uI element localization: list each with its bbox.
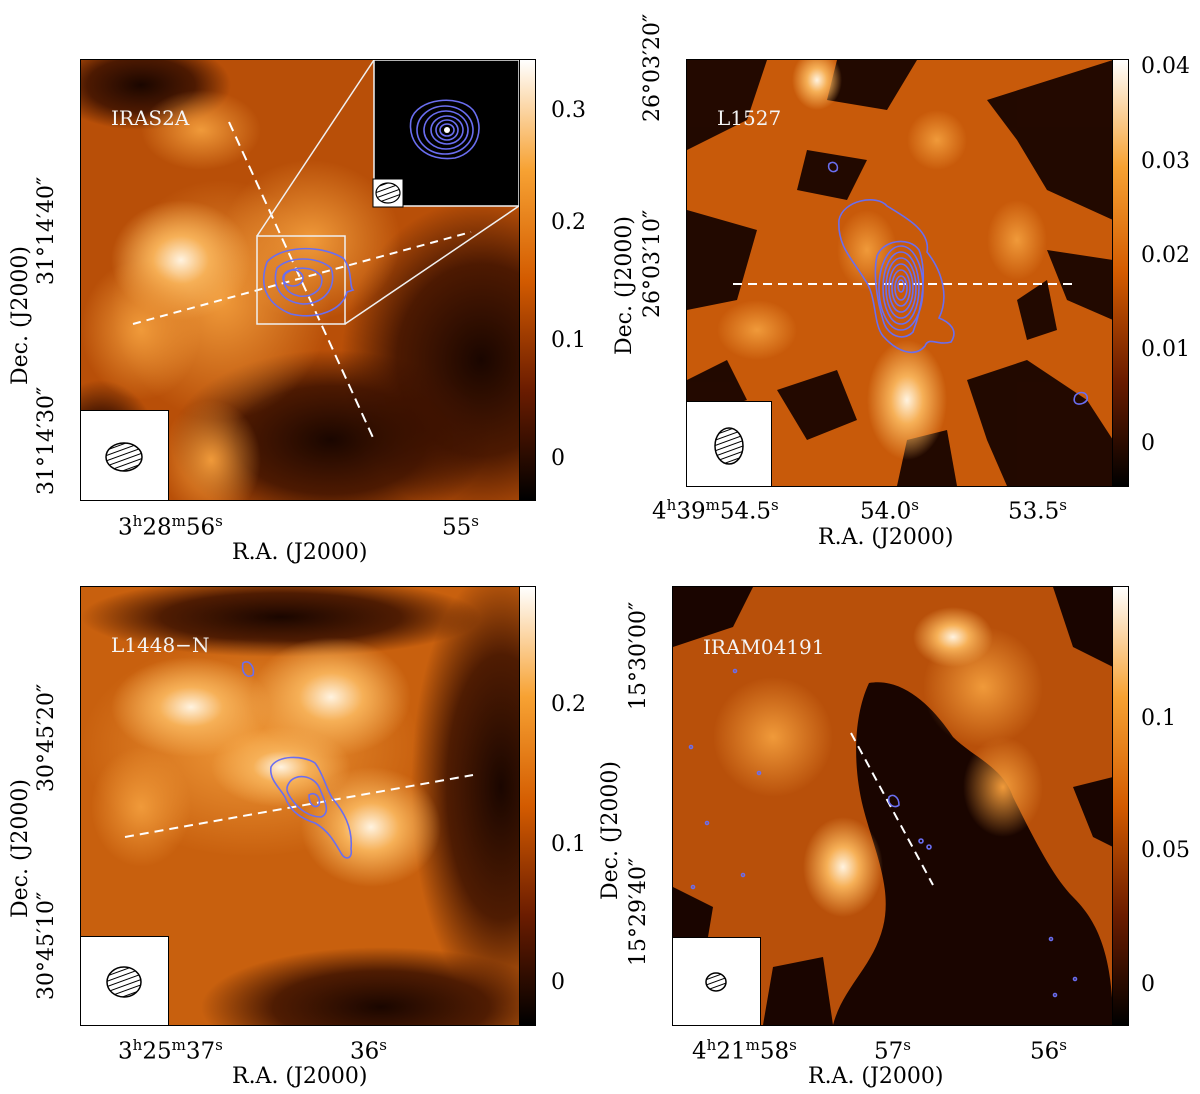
y-axis-label: Dec. (J2000) [598, 761, 623, 900]
x-axis-label: R.A. (J2000) [818, 525, 954, 550]
colorbar-tick: 0.3 [551, 98, 586, 123]
beam-icon [106, 966, 142, 998]
colorbar-tick: 0 [1141, 972, 1155, 997]
colorbar-tick: 0.02 [1141, 243, 1190, 268]
secondary-axis-line [132, 231, 472, 325]
colorbar [1112, 59, 1129, 487]
x-axis-label: R.A. (J2000) [808, 1064, 944, 1089]
map-image: IRAM04191 [672, 586, 1114, 1026]
map-image: IRAS2A [80, 59, 536, 501]
ra-tick-label: 57s [874, 1036, 911, 1065]
zoom-box [256, 235, 346, 325]
intensity-map [81, 587, 535, 1025]
ra-tick-label: 4h39m54.5s [652, 496, 779, 525]
ra-tick-label: 36s [350, 1036, 387, 1065]
colorbar-tick: 0.1 [1141, 706, 1176, 731]
y-axis-label: Dec. (J2000) [8, 779, 33, 918]
colorbar-tick: 0.05 [1141, 838, 1190, 863]
ra-tick-label: 3h25m37s [118, 1036, 223, 1065]
ra-tick-label: 56s [1030, 1036, 1067, 1065]
source-label: IRAS2A [111, 106, 190, 130]
outflow-axis-line [228, 121, 376, 443]
ra-tick-label: 3h28m56s [118, 512, 223, 541]
contours [827, 161, 1089, 405]
x-axis-label: R.A. (J2000) [232, 1064, 368, 1089]
ra-tick-label: 54.0s [860, 496, 919, 525]
y-axis-label: Dec. (J2000) [8, 246, 33, 385]
colorbar-tick: 0.1 [551, 328, 586, 353]
source-label: L1448−N [111, 633, 210, 657]
beam-icon [705, 972, 727, 992]
ra-tick-label: 55s [442, 512, 479, 541]
colorbar-tick: 0 [1141, 431, 1155, 456]
intensity-map [673, 587, 1113, 1025]
dec-tick-label: 31°14′40″ [34, 176, 59, 285]
contours [688, 668, 1078, 998]
beam-box [81, 936, 169, 1025]
colorbar-tick: 0 [551, 446, 565, 471]
y-axis-label: Dec. (J2000) [612, 216, 637, 355]
map-image: L1527 [686, 59, 1114, 487]
beam-box [81, 410, 169, 500]
colorbar [519, 586, 536, 1026]
dec-tick-label: 30°45′10″ [34, 891, 59, 1000]
beam-box [687, 401, 772, 486]
contours [262, 247, 355, 317]
colorbar-tick: 0 [551, 970, 565, 995]
inset-beam-icon [375, 182, 401, 204]
intensity-map [687, 60, 1113, 486]
colorbar-tick: 0.2 [551, 692, 586, 717]
colorbar-tick: 0.2 [551, 210, 586, 235]
colorbar [1112, 586, 1129, 1026]
beam-box [673, 937, 761, 1025]
dec-tick-label: 26°03′10″ [640, 209, 665, 318]
dec-tick-label: 30°45′20″ [34, 683, 59, 792]
source-label: IRAM04191 [703, 635, 825, 659]
colorbar [519, 59, 536, 501]
map-image: L1448−N [80, 586, 536, 1026]
dec-tick-label: 15°29′40″ [626, 857, 651, 966]
ra-tick-label: 4h21m58s [692, 1036, 797, 1065]
colorbar-tick: 0.1 [551, 832, 586, 857]
colorbar-tick: 0.01 [1141, 337, 1190, 362]
colorbar-tick: 0.03 [1141, 149, 1190, 174]
contours [241, 661, 353, 859]
beam-icon [105, 442, 143, 472]
dec-tick-label: 26°03′20″ [640, 13, 665, 122]
source-label: L1527 [717, 106, 782, 130]
ra-tick-label: 53.5s [1008, 496, 1067, 525]
axis-line [850, 732, 934, 886]
dec-tick-label: 15°30′00″ [626, 601, 651, 710]
x-axis-label: R.A. (J2000) [232, 540, 368, 565]
beam-icon [714, 427, 744, 465]
dec-tick-label: 31°14′30″ [34, 386, 59, 495]
colorbar-tick: 0.04 [1141, 54, 1190, 79]
